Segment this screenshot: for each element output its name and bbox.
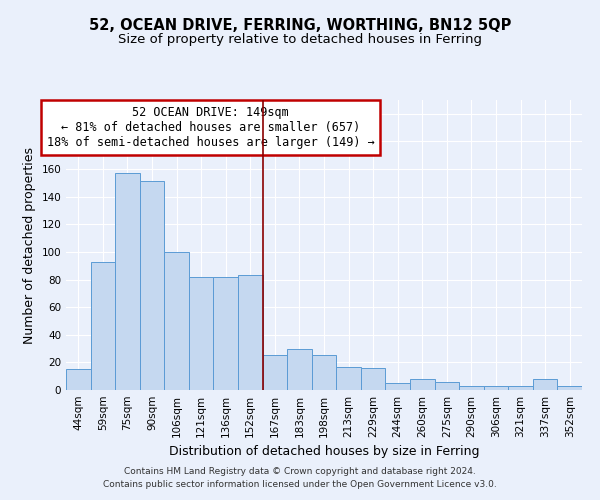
- Y-axis label: Number of detached properties: Number of detached properties: [23, 146, 36, 344]
- Bar: [557, 386, 582, 390]
- Bar: [238, 276, 263, 390]
- Bar: [410, 379, 434, 390]
- Bar: [484, 386, 508, 390]
- Bar: [361, 368, 385, 390]
- Bar: [66, 370, 91, 390]
- Bar: [434, 382, 459, 390]
- Bar: [263, 356, 287, 390]
- Bar: [533, 379, 557, 390]
- Bar: [459, 386, 484, 390]
- Text: Size of property relative to detached houses in Ferring: Size of property relative to detached ho…: [118, 32, 482, 46]
- Bar: [214, 277, 238, 390]
- Text: 52, OCEAN DRIVE, FERRING, WORTHING, BN12 5QP: 52, OCEAN DRIVE, FERRING, WORTHING, BN12…: [89, 18, 511, 32]
- Bar: [336, 366, 361, 390]
- Bar: [91, 262, 115, 390]
- Bar: [189, 277, 214, 390]
- Bar: [115, 173, 140, 390]
- Bar: [385, 383, 410, 390]
- Bar: [508, 386, 533, 390]
- Bar: [164, 252, 189, 390]
- X-axis label: Distribution of detached houses by size in Ferring: Distribution of detached houses by size …: [169, 446, 479, 458]
- Text: Contains public sector information licensed under the Open Government Licence v3: Contains public sector information licen…: [103, 480, 497, 489]
- Bar: [312, 356, 336, 390]
- Text: 52 OCEAN DRIVE: 149sqm
← 81% of detached houses are smaller (657)
18% of semi-de: 52 OCEAN DRIVE: 149sqm ← 81% of detached…: [47, 106, 374, 149]
- Text: Contains HM Land Registry data © Crown copyright and database right 2024.: Contains HM Land Registry data © Crown c…: [124, 467, 476, 476]
- Bar: [287, 348, 312, 390]
- Bar: [140, 182, 164, 390]
